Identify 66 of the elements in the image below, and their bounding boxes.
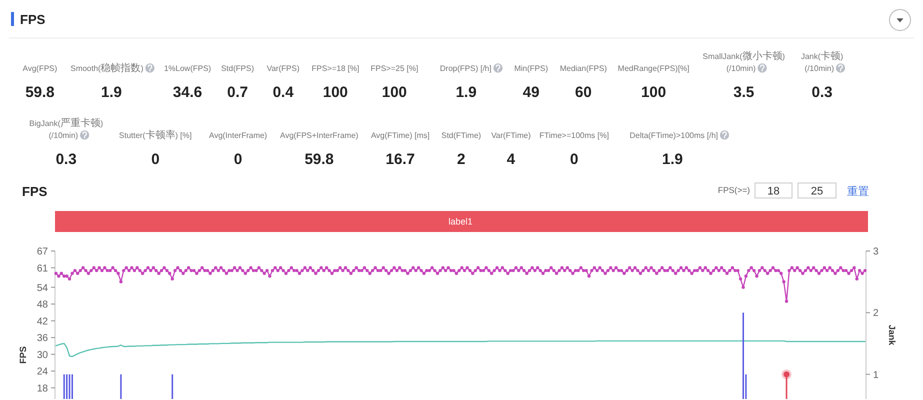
category-label: Std(FPS): [221, 64, 254, 73]
y-tick-label: 54: [36, 282, 48, 294]
text: FPS: [20, 12, 46, 27]
y-tick-label: 67: [36, 246, 48, 258]
data-label: 100: [322, 84, 348, 101]
category-label: Avg(InterFrame): [209, 131, 268, 140]
category-label: Var(FPS): [266, 64, 300, 73]
data-label: 1.9: [101, 84, 122, 101]
text: 18: [767, 186, 780, 198]
text: FPS(>=): [718, 185, 750, 195]
category-label: Var(FTime): [491, 131, 532, 140]
data-label: 0.7: [227, 84, 248, 101]
category-label: MedRange(FPS)[%]: [618, 64, 690, 73]
data-label: 0.3: [812, 84, 833, 101]
line-series: [55, 340, 866, 358]
y-axis-title: FPS: [18, 346, 28, 364]
data-label: 3.5: [733, 84, 754, 101]
text: label1: [448, 216, 473, 226]
data-label: 59.8: [304, 151, 334, 168]
data-label: 1.9: [662, 151, 683, 168]
data-label: 0: [151, 151, 160, 168]
data-label: 49: [522, 84, 540, 101]
y-tick-label: 61: [36, 263, 48, 274]
category-label: FPS>=25 [%]: [370, 64, 418, 73]
category-label: FTime>=100ms [%]: [539, 131, 609, 140]
data-label: 0.3: [56, 151, 77, 168]
y2-tick-label: 2: [873, 308, 879, 320]
category-label: Drop(FPS) [/h]: [440, 64, 492, 73]
category-label: Median(FPS): [560, 64, 608, 73]
data-label: 0.4: [272, 84, 294, 101]
data-label: 16.7: [386, 151, 415, 168]
category-label: Smooth(稳帧指数): [70, 62, 144, 74]
data-label: 100: [641, 84, 666, 101]
category-label: Delta(FTime)>100ms [/h]: [630, 131, 718, 140]
y-tick-label: 48: [36, 300, 48, 311]
category-label: 1%Low(FPS): [164, 64, 212, 73]
category-label: SmallJank(微小卡顿) (/10min): [702, 51, 785, 73]
data-label: 100: [382, 84, 407, 101]
y-tick-label: 18: [36, 383, 48, 394]
category-label: FPS>=18 [%]: [312, 64, 360, 73]
category-label: Avg(FPS+InterFrame): [280, 131, 359, 140]
y-tick-label: 24: [36, 366, 48, 378]
category-label: BigJank(严重卡顿) (/10min): [29, 118, 104, 140]
y2-axis-title: Jank: [887, 324, 897, 346]
category-label: Std(FTime): [441, 131, 482, 140]
text: 重置: [847, 185, 869, 198]
category-label: Avg(FTime) [ms]: [370, 131, 430, 140]
category-label: Avg(FPS): [22, 64, 58, 73]
chart-title: FPS: [22, 184, 48, 199]
data-label: 1.9: [456, 84, 477, 101]
y2-tick-label: 3: [873, 246, 879, 258]
data-label: 60: [575, 84, 592, 101]
category-label: Min(FPS): [514, 64, 548, 73]
text: 25: [810, 186, 824, 198]
data-label: 0: [570, 151, 578, 168]
category-label: Jank(卡顿) (/10min): [800, 50, 844, 73]
y-tick-label: 42: [36, 316, 48, 328]
y-tick-label: 36: [36, 333, 48, 344]
category-label: Stutter(卡顿率) [%]: [119, 129, 192, 141]
data-label: 2: [457, 151, 466, 168]
data-label: 0: [234, 151, 242, 168]
data-label: 4: [506, 151, 516, 168]
y2-tick-label: 1: [873, 370, 879, 381]
y-tick-label: 30: [36, 350, 48, 361]
data-label: 34.6: [172, 84, 202, 101]
data-label: 59.8: [25, 84, 55, 101]
